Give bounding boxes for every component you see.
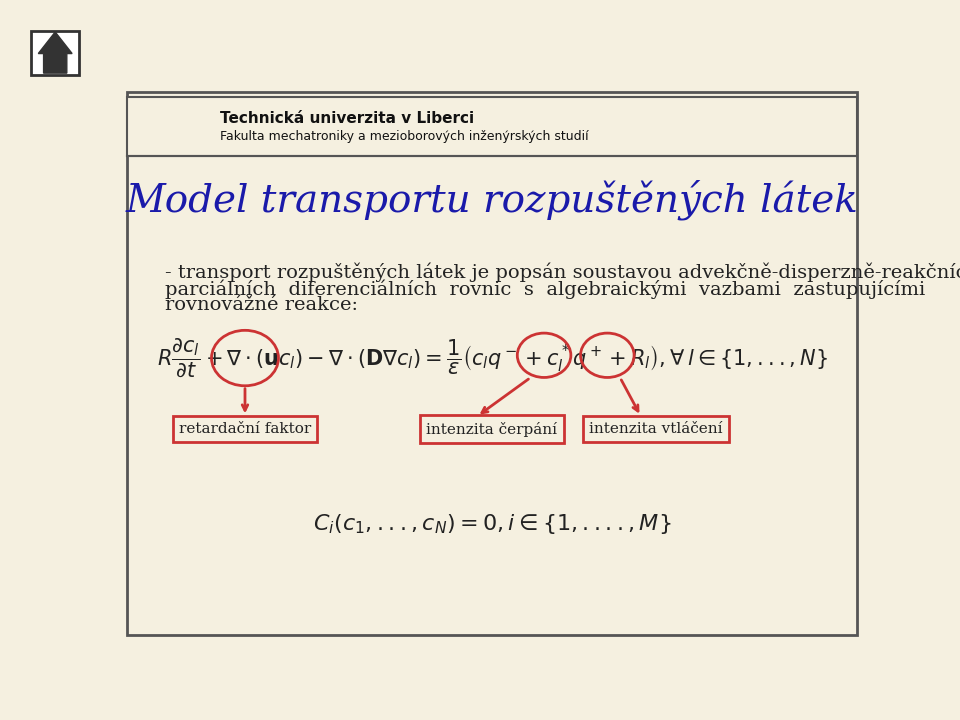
Text: Fakulta mechatroniky a mezioborových inženýrských studií: Fakulta mechatroniky a mezioborových inž… (221, 130, 589, 143)
Text: Technická univerzita v Liberci: Technická univerzita v Liberci (221, 110, 474, 125)
Text: rovnovážné reakce:: rovnovážné reakce: (165, 297, 358, 315)
Polygon shape (38, 32, 72, 73)
FancyBboxPatch shape (128, 92, 856, 635)
Text: $R\dfrac{\partial c_l}{\partial t} + \nabla\cdot\left(\mathbf{u}c_l\right) - \na: $R\dfrac{\partial c_l}{\partial t} + \na… (156, 337, 828, 379)
FancyBboxPatch shape (32, 30, 79, 75)
Text: intenzita vtláčení: intenzita vtláčení (588, 422, 723, 436)
Text: parciálních  diferenciálních  rovnic  s  algebraickými  vazbami  zastupujícími: parciálních diferenciálních rovnic s alg… (165, 279, 924, 299)
FancyBboxPatch shape (128, 97, 856, 156)
Text: $C_i(c_1,...,c_N) = 0, i \in \{1,....,M\}$: $C_i(c_1,...,c_N) = 0, i \in \{1,....,M\… (313, 513, 671, 536)
Text: Model transportu rozpuštěných látek: Model transportu rozpuštěných látek (126, 180, 858, 220)
Text: - transport rozpuštěných látek je popsán soustavou advekčně-disperzně-reakčních: - transport rozpuštěných látek je popsán… (165, 262, 960, 282)
Text: retardační faktor: retardační faktor (179, 422, 311, 436)
Text: intenzita čerpání: intenzita čerpání (426, 421, 558, 436)
